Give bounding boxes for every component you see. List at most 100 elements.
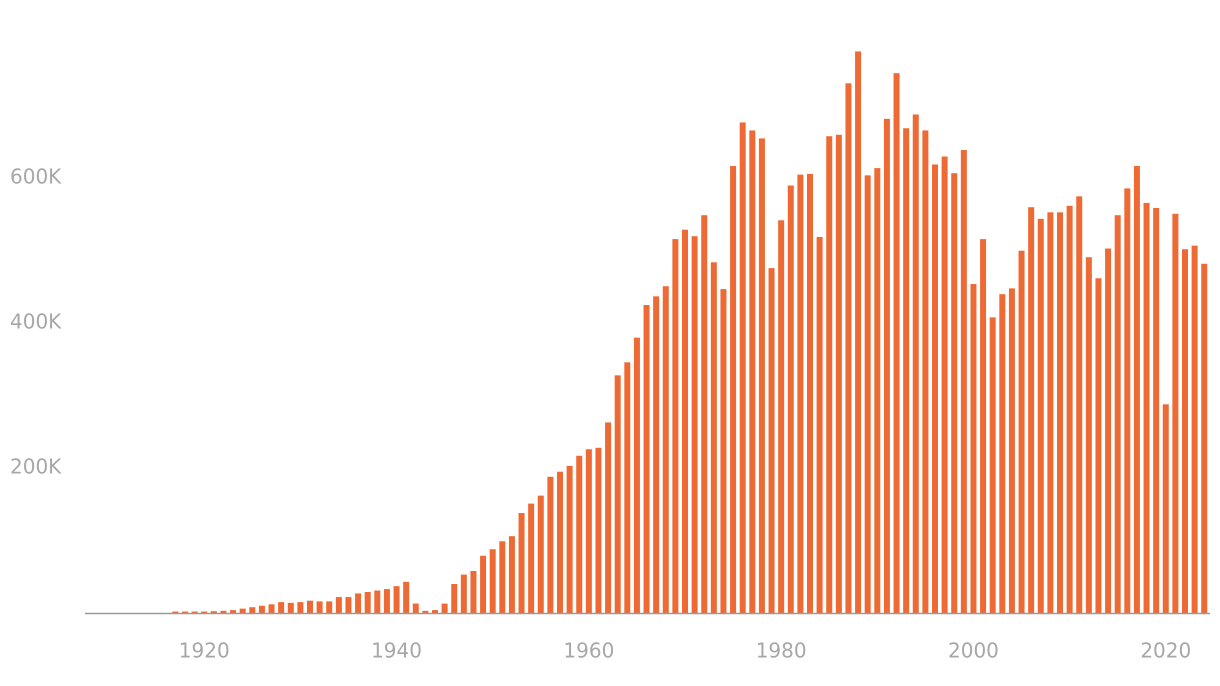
bar <box>826 136 833 613</box>
bar <box>432 610 438 613</box>
bar <box>720 289 727 613</box>
bar <box>624 362 631 613</box>
bar <box>730 165 737 613</box>
y-tick-label: 600K <box>10 165 62 189</box>
bar <box>807 173 813 614</box>
bar <box>547 476 554 613</box>
bar <box>951 173 958 613</box>
bar <box>874 168 881 614</box>
bar <box>758 138 765 613</box>
bar <box>441 603 448 613</box>
bar <box>239 608 246 613</box>
bar <box>682 229 688 613</box>
bar <box>182 611 188 613</box>
bar <box>1047 212 1054 614</box>
bar <box>855 51 862 614</box>
bar <box>980 239 987 614</box>
bar <box>335 597 342 613</box>
bar <box>1066 205 1073 613</box>
bar <box>1076 196 1083 613</box>
bar <box>518 513 525 613</box>
bar <box>220 610 227 613</box>
bar <box>412 603 419 613</box>
y-tick-label: 200K <box>10 455 62 479</box>
bar <box>778 220 785 613</box>
bar <box>1028 207 1035 613</box>
bar <box>489 549 496 613</box>
bar <box>633 337 640 613</box>
bar <box>364 591 371 613</box>
bar <box>480 555 487 613</box>
bar <box>787 185 794 614</box>
bar <box>701 215 708 613</box>
bar <box>585 449 592 613</box>
bar <box>297 602 304 613</box>
bar <box>537 495 544 613</box>
bar <box>614 375 621 613</box>
x-tick-label: 2000 <box>948 639 999 663</box>
bar <box>355 593 362 613</box>
bar <box>710 262 717 613</box>
bar <box>797 174 804 613</box>
bar <box>1133 165 1140 613</box>
bar <box>1172 213 1179 613</box>
bar <box>1182 249 1188 613</box>
bar <box>922 130 929 613</box>
bar <box>499 541 506 613</box>
bar <box>374 590 381 613</box>
bar <box>893 73 900 613</box>
bar <box>605 422 612 613</box>
bar <box>258 605 265 613</box>
bar <box>287 602 294 613</box>
bar <box>1201 263 1208 613</box>
bar <box>816 236 823 614</box>
bar <box>268 604 275 613</box>
bar <box>932 164 938 614</box>
bar <box>1018 250 1025 613</box>
bar <box>422 610 429 613</box>
bar <box>912 114 919 614</box>
bar <box>508 536 515 613</box>
bar <box>201 611 208 613</box>
bar <box>557 471 563 613</box>
bar <box>278 602 285 613</box>
bar <box>1162 404 1169 613</box>
bar <box>653 296 660 613</box>
bar <box>739 122 746 614</box>
bar <box>864 175 871 613</box>
bar <box>191 611 198 613</box>
bar <box>970 284 977 613</box>
bar <box>595 447 602 613</box>
bar <box>883 118 890 613</box>
bar <box>566 465 573 613</box>
x-tick-label: 1940 <box>371 639 422 663</box>
bar <box>1153 207 1160 613</box>
bar <box>999 294 1006 613</box>
bar <box>403 581 410 613</box>
bar <box>1037 218 1044 613</box>
bar <box>941 156 948 614</box>
bar <box>749 130 756 613</box>
bar <box>249 607 256 613</box>
bar <box>307 600 313 613</box>
x-tick-label: 2020 <box>1140 639 1191 663</box>
bar <box>1057 212 1063 614</box>
bar <box>1114 215 1121 613</box>
bar <box>528 503 535 613</box>
bar <box>451 584 458 613</box>
bar <box>1105 248 1112 614</box>
bar <box>326 601 333 613</box>
bar <box>1085 257 1092 613</box>
bar <box>989 317 996 613</box>
bar <box>845 83 852 614</box>
bar <box>1124 188 1131 613</box>
bar <box>172 611 179 613</box>
bar <box>1191 245 1198 613</box>
bar <box>691 236 698 613</box>
y-tick-label: 400K <box>10 310 62 334</box>
bar <box>460 574 467 613</box>
bar <box>383 589 390 613</box>
bar <box>672 239 679 614</box>
x-tick-label: 1980 <box>756 639 807 663</box>
